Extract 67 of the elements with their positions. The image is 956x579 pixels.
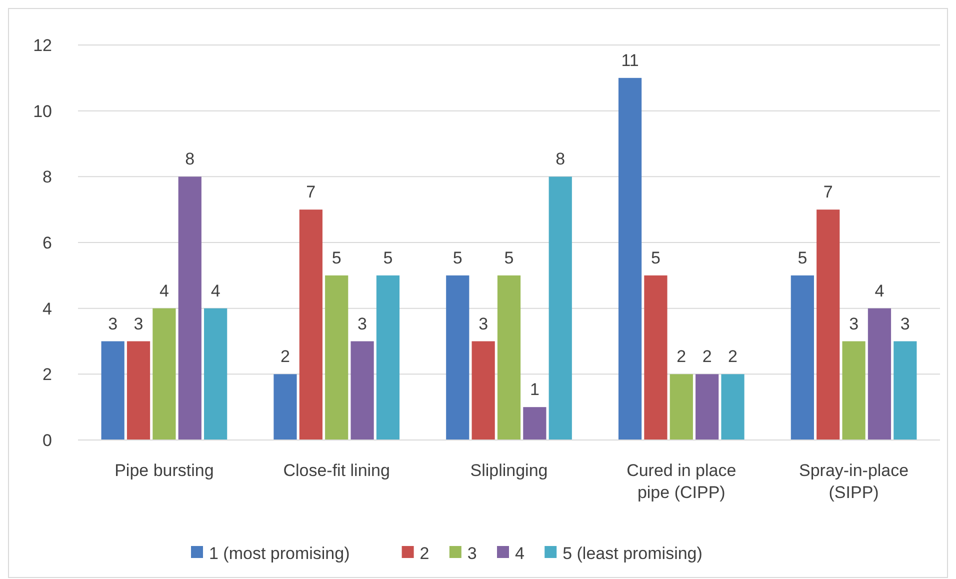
data-label: 3	[900, 314, 910, 334]
bar	[644, 275, 668, 440]
bar	[204, 308, 228, 440]
bar	[523, 407, 546, 440]
bar	[126, 341, 150, 440]
x-tick-label: Close-fit lining	[283, 461, 390, 480]
bar	[696, 374, 719, 440]
bar	[497, 275, 521, 440]
data-label: 5	[650, 248, 660, 268]
bar	[894, 341, 917, 440]
legend-label: 3	[467, 544, 477, 563]
data-label: 2	[280, 347, 290, 366]
data-label: 3	[134, 314, 144, 334]
bar	[816, 210, 840, 440]
data-label: 5	[798, 248, 808, 268]
bar	[721, 374, 744, 440]
bar	[325, 275, 348, 440]
bar	[299, 210, 322, 440]
legend-label: 2	[420, 544, 430, 563]
bar	[178, 176, 202, 440]
legend-label: 1 (most promising)	[209, 544, 350, 563]
data-label: 2	[702, 347, 712, 366]
data-label: 8	[556, 150, 566, 169]
y-tick-label: 2	[42, 365, 52, 384]
bar	[376, 275, 400, 440]
y-tick-label: 4	[42, 299, 52, 318]
bar	[618, 78, 642, 440]
data-label: 8	[185, 150, 195, 169]
data-label: 5	[504, 248, 514, 268]
y-tick-label: 12	[33, 36, 52, 55]
legend-label: 4	[515, 544, 524, 563]
data-label: 4	[210, 281, 220, 300]
bar	[350, 341, 374, 440]
bar	[670, 374, 693, 440]
x-tick-label: Spray-in-place (SIPP)	[798, 461, 909, 502]
legend-label: 5 (least promising)	[562, 544, 702, 563]
data-label: 7	[823, 182, 833, 202]
y-tick-label: 8	[42, 168, 52, 187]
y-tick-label: 10	[33, 102, 52, 121]
y-tick-label: 6	[42, 233, 52, 252]
bar	[472, 341, 495, 440]
data-label: 5	[383, 248, 393, 268]
data-label: 3	[478, 314, 488, 334]
bar	[152, 308, 176, 440]
data-label: 3	[108, 314, 118, 334]
x-tick-label: Sliplinging	[470, 461, 548, 480]
bar	[842, 341, 866, 440]
bar	[868, 308, 892, 440]
data-label: 2	[728, 347, 738, 366]
data-label: 5	[332, 248, 342, 268]
data-label: 11	[621, 50, 639, 70]
data-label: 2	[676, 347, 686, 366]
x-tick-label: Pipe bursting	[114, 461, 214, 480]
data-label: 5	[452, 248, 462, 268]
x-tick-label: Cured in place pipe (CIPP)	[626, 461, 736, 502]
data-label: 1	[530, 380, 540, 400]
bar	[274, 374, 297, 440]
bar	[446, 275, 470, 440]
data-label: 7	[306, 182, 316, 202]
data-label: 3	[849, 314, 859, 334]
bar	[101, 341, 124, 440]
bar	[790, 275, 814, 440]
data-label: 3	[358, 314, 368, 334]
data-label: 4	[874, 281, 884, 300]
data-label: 4	[159, 281, 169, 300]
bar	[548, 176, 572, 440]
y-tick-label: 0	[42, 430, 52, 450]
